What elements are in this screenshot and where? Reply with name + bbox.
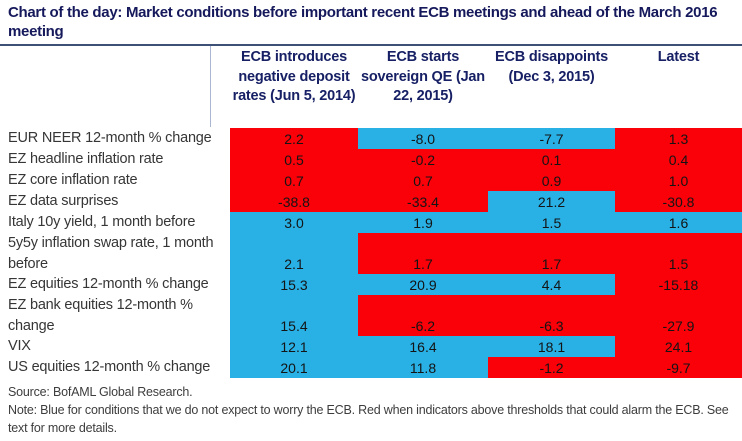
table-cell-blue: 20.9 xyxy=(358,274,488,295)
table-cell-red: 0.4 xyxy=(615,149,742,170)
table-cell-blue: 1.6 xyxy=(615,212,742,233)
table-row: Italy 10y yield, 1 month before 3.0 1.9 1.5… xyxy=(0,212,742,233)
table-cell-red: -9.7 xyxy=(615,357,742,378)
row-label: EZ bank equities 12-month % change xyxy=(8,297,193,334)
table-cell-red: 1.7 xyxy=(488,233,615,274)
table-cell-red: 1.3 xyxy=(615,128,742,149)
table-cell-red: -15.18 xyxy=(615,274,742,295)
conditions-table: ECB introduces negative deposit rates (J… xyxy=(0,46,742,378)
table-cell-red: 0.7 xyxy=(358,170,488,191)
column-header: ECB disappoints (Dec 3, 2015) xyxy=(494,49,608,85)
column-header: Latest xyxy=(657,49,700,65)
table-cell-red: 1.0 xyxy=(615,170,742,191)
row-label: EUR NEER 12-month % change xyxy=(8,130,212,146)
table-cell-blue: 2.1 xyxy=(230,233,358,274)
table-cell-blue: 4.4 xyxy=(488,274,615,295)
table-cell-blue: 18.1 xyxy=(488,336,615,357)
table-cell-red: -27.9 xyxy=(615,295,742,336)
table-cell-red: 0.9 xyxy=(488,170,615,191)
row-label: EZ core inflation rate xyxy=(8,172,138,188)
table-cell-blue: 16.4 xyxy=(358,336,488,357)
table-cell-red: -38.8 xyxy=(230,191,358,212)
table-cell-blue: 11.8 xyxy=(358,357,488,378)
note-text: Note: Blue for conditions that we do not… xyxy=(8,403,729,435)
table-row: EZ equities 12-month % change 15.3 20.9 4.4… xyxy=(0,274,742,295)
table-cell-blue: -7.7 xyxy=(488,128,615,149)
table-cell-red: 0.1 xyxy=(488,149,615,170)
table-cell-red: 2.2 xyxy=(230,128,358,149)
table-cell-red: 24.1 xyxy=(615,336,742,357)
header-spacer xyxy=(0,46,230,128)
header-divider-line xyxy=(210,46,211,127)
table-cell-blue: 1.5 xyxy=(488,212,615,233)
table-cell-blue: -8.0 xyxy=(358,128,488,149)
table-cell-red: -33.4 xyxy=(358,191,488,212)
table-cell-blue: 1.9 xyxy=(358,212,488,233)
row-label: US equities 12-month % change xyxy=(8,359,211,375)
row-label: EZ headline inflation rate xyxy=(8,151,164,167)
table-cell-red: 1.7 xyxy=(358,233,488,274)
table-cell-red: 1.5 xyxy=(615,233,742,274)
table-cell-blue: 15.4 xyxy=(230,295,358,336)
column-header: ECB introduces negative deposit rates (J… xyxy=(232,49,356,104)
table-cell-red: -0.2 xyxy=(358,149,488,170)
table-cell-red: -30.8 xyxy=(615,191,742,212)
table-row: VIX 12.1 16.4 18.1 24.1 xyxy=(0,336,742,357)
table-cell-red: -1.2 xyxy=(488,357,615,378)
page-title: Chart of the day: Market conditions befo… xyxy=(8,4,718,40)
row-label: VIX xyxy=(8,338,31,354)
table-cell-blue: 20.1 xyxy=(230,357,358,378)
title-underline xyxy=(0,44,742,46)
table-cell-red: -6.2 xyxy=(358,295,488,336)
row-label: EZ data surprises xyxy=(8,193,119,209)
table-row: EUR NEER 12-month % change 2.2 -8.0 -7.7 1.3 xyxy=(0,128,742,149)
table-row: US equities 12-month % change 20.1 11.8 -1.… xyxy=(0,357,742,378)
row-label: 5y5y inflation swap rate, 1 month before xyxy=(8,235,214,272)
table-cell-blue: 3.0 xyxy=(230,212,358,233)
table-cell-blue: 15.3 xyxy=(230,274,358,295)
table-cell-red: 0.5 xyxy=(230,149,358,170)
table-cell-red: 0.7 xyxy=(230,170,358,191)
table-header-row: ECB introduces negative deposit rates (J… xyxy=(0,46,742,128)
table-row: EZ headline inflation rate 0.5 -0.2 0.1 0.4 xyxy=(0,149,742,170)
row-label: Italy 10y yield, 1 month before xyxy=(8,214,196,230)
table-cell-blue: 21.2 xyxy=(488,191,615,212)
table-cell-blue: 12.1 xyxy=(230,336,358,357)
row-label: EZ equities 12-month % change xyxy=(8,276,209,292)
table-row: EZ bank equities 12-month % change 15.4 -6… xyxy=(0,295,742,336)
table-row: 5y5y inflation swap rate, 1 month before… xyxy=(0,233,742,274)
column-header: ECB starts sovereign QE (Jan 22, 2015) xyxy=(361,49,485,104)
table-row: EZ core inflation rate 0.7 0.7 0.9 1.0 xyxy=(0,170,742,191)
source-text: Source: BofAML Global Research. xyxy=(8,385,193,399)
table-cell-red: -6.3 xyxy=(488,295,615,336)
table-row: EZ data surprises -38.8 -33.4 21.2 -30.8 xyxy=(0,191,742,212)
